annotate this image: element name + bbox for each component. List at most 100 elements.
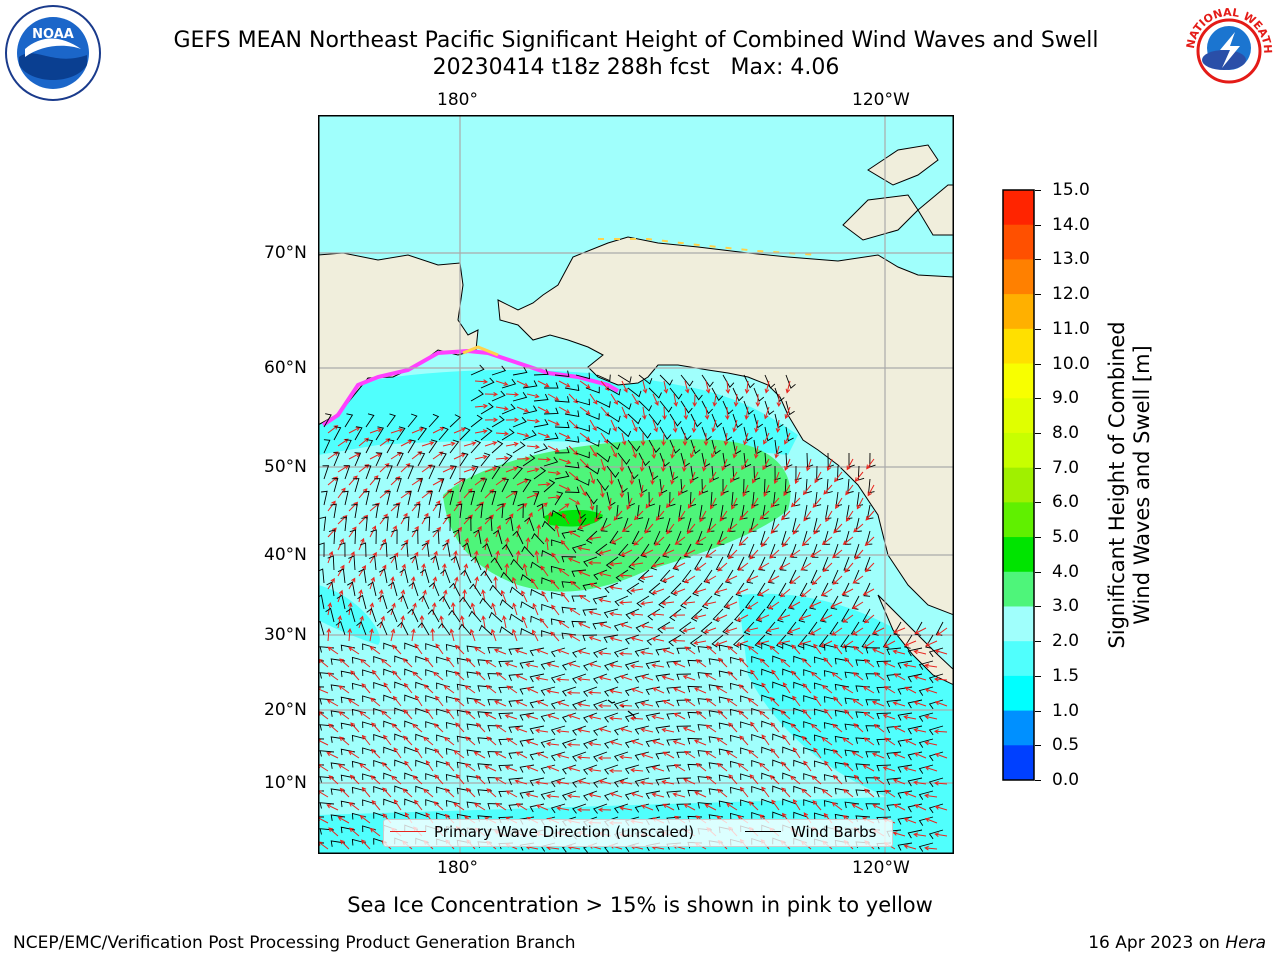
- colorbar-tick-mark: [1035, 606, 1041, 608]
- wave-direction-arrow: [924, 793, 938, 799]
- wave-direction-arrow: [402, 735, 413, 746]
- wave-direction-arrow: [761, 786, 770, 798]
- wave-direction-arrow: [835, 497, 843, 510]
- colorbar-tick-label: 14.0: [1052, 214, 1090, 235]
- colorbar-tick-label: 1.5: [1052, 665, 1080, 686]
- wave-direction-arrow: [695, 536, 707, 545]
- wind-barb: [352, 478, 360, 493]
- wind-barb: [655, 725, 671, 734]
- wind-barb: [865, 647, 881, 654]
- wave-direction-arrow: [726, 803, 738, 811]
- wind-barb: [918, 712, 934, 722]
- wave-direction-arrow: [381, 710, 392, 720]
- wave-direction-arrow: [821, 684, 833, 694]
- wave-direction-arrow: [903, 791, 917, 798]
- colorbar-tick-mark: [1035, 398, 1041, 400]
- wave-direction-arrow: [620, 549, 633, 557]
- wind-barb: [512, 366, 528, 376]
- wind-barb: [798, 608, 808, 623]
- wave-direction-arrow: [842, 737, 854, 746]
- colorbar-tick-label: 8.0: [1052, 422, 1080, 443]
- wave-direction-arrow: [369, 628, 374, 642]
- colorbar-cell: [1003, 328, 1034, 365]
- wind-barb: [524, 517, 535, 532]
- wind-barb: [907, 829, 923, 839]
- wave-direction-arrow: [843, 762, 854, 772]
- wave-direction-arrow: [414, 799, 423, 811]
- wave-direction-arrow: [703, 433, 709, 447]
- wind-barb: [536, 503, 545, 519]
- wave-direction-arrow: [579, 432, 591, 441]
- wave-direction-arrow: [464, 763, 476, 772]
- wind-barb: [743, 478, 750, 494]
- wave-direction-arrow: [391, 775, 402, 785]
- wind-barb: [351, 786, 367, 794]
- colorbar-tick-label: 7.0: [1052, 457, 1080, 478]
- wind-barb: [466, 749, 482, 756]
- colorbar-tick-mark: [1035, 502, 1041, 504]
- wave-direction-arrow: [662, 575, 675, 582]
- wind-barb: [761, 668, 776, 676]
- wind-barb: [529, 725, 545, 735]
- wind-barb: [604, 660, 619, 671]
- wind-barb: [593, 647, 608, 658]
- wave-direction-arrow: [737, 562, 749, 571]
- wave-direction-arrow: [369, 525, 377, 538]
- legend-wave-label: Primary Wave Direction (unscaled): [434, 823, 695, 841]
- wave-direction-arrow: [651, 636, 665, 642]
- wind-barb: [645, 790, 661, 800]
- wind-barb: [480, 427, 493, 441]
- wave-direction-arrow: [746, 575, 759, 582]
- wind-barb: [403, 516, 410, 532]
- wind-barb: [466, 671, 482, 678]
- wave-direction-arrow: [515, 550, 521, 564]
- wind-barb: [606, 439, 621, 450]
- wind-barb: [634, 673, 650, 683]
- wind-barb: [359, 542, 367, 558]
- wave-direction-arrow: [821, 737, 833, 746]
- wind-barb: [386, 439, 395, 454]
- wind-barb: [583, 738, 598, 749]
- wind-barb: [785, 374, 796, 389]
- wave-direction-arrow: [892, 649, 906, 655]
- wave-direction-arrow: [787, 627, 801, 634]
- wind-barb: [365, 413, 375, 428]
- wave-direction-arrow: [633, 536, 644, 546]
- wave-direction-arrow: [719, 510, 728, 522]
- wave-direction-arrow: [809, 627, 822, 635]
- wave-direction-arrow: [769, 774, 780, 785]
- wave-direction-arrow: [733, 393, 739, 407]
- wave-direction-arrow: [484, 417, 499, 423]
- wave-direction-arrow: [423, 736, 434, 746]
- wave-direction-arrow: [693, 614, 707, 620]
- wind-barb: [638, 452, 650, 467]
- wave-direction-arrow: [821, 536, 833, 546]
- colorbar-cell: [1003, 467, 1034, 503]
- wave-direction-arrow: [777, 640, 791, 646]
- wave-direction-arrow: [661, 432, 667, 447]
- wind-barb: [596, 452, 611, 463]
- wave-direction-arrow: [610, 536, 623, 544]
- wave-direction-arrow: [924, 714, 938, 720]
- wave-direction-arrow: [619, 806, 633, 811]
- wave-direction-arrow: [619, 484, 625, 499]
- wind-barb: [533, 466, 547, 480]
- wave-direction-arrow: [821, 588, 833, 597]
- wave-direction-arrow: [882, 713, 896, 720]
- lat-tick-40n: 40°N: [264, 545, 307, 565]
- wave-direction-arrow: [609, 792, 623, 798]
- wind-barb: [373, 733, 388, 741]
- wind-barb: [427, 609, 440, 623]
- wave-direction-arrow: [714, 640, 728, 647]
- wind-barb: [583, 712, 598, 723]
- wave-direction-arrow: [802, 709, 812, 720]
- wind-barb: [818, 634, 829, 649]
- wave-direction-arrow: [558, 406, 571, 414]
- colorbar-tick-label: 1.0: [1052, 700, 1080, 721]
- wind-barb: [925, 634, 934, 649]
- wind-barb: [383, 798, 398, 806]
- wave-direction-arrow: [511, 628, 518, 642]
- wave-direction-arrow: [863, 711, 875, 720]
- wave-direction-arrow: [775, 419, 781, 433]
- wind-barb: [340, 722, 356, 730]
